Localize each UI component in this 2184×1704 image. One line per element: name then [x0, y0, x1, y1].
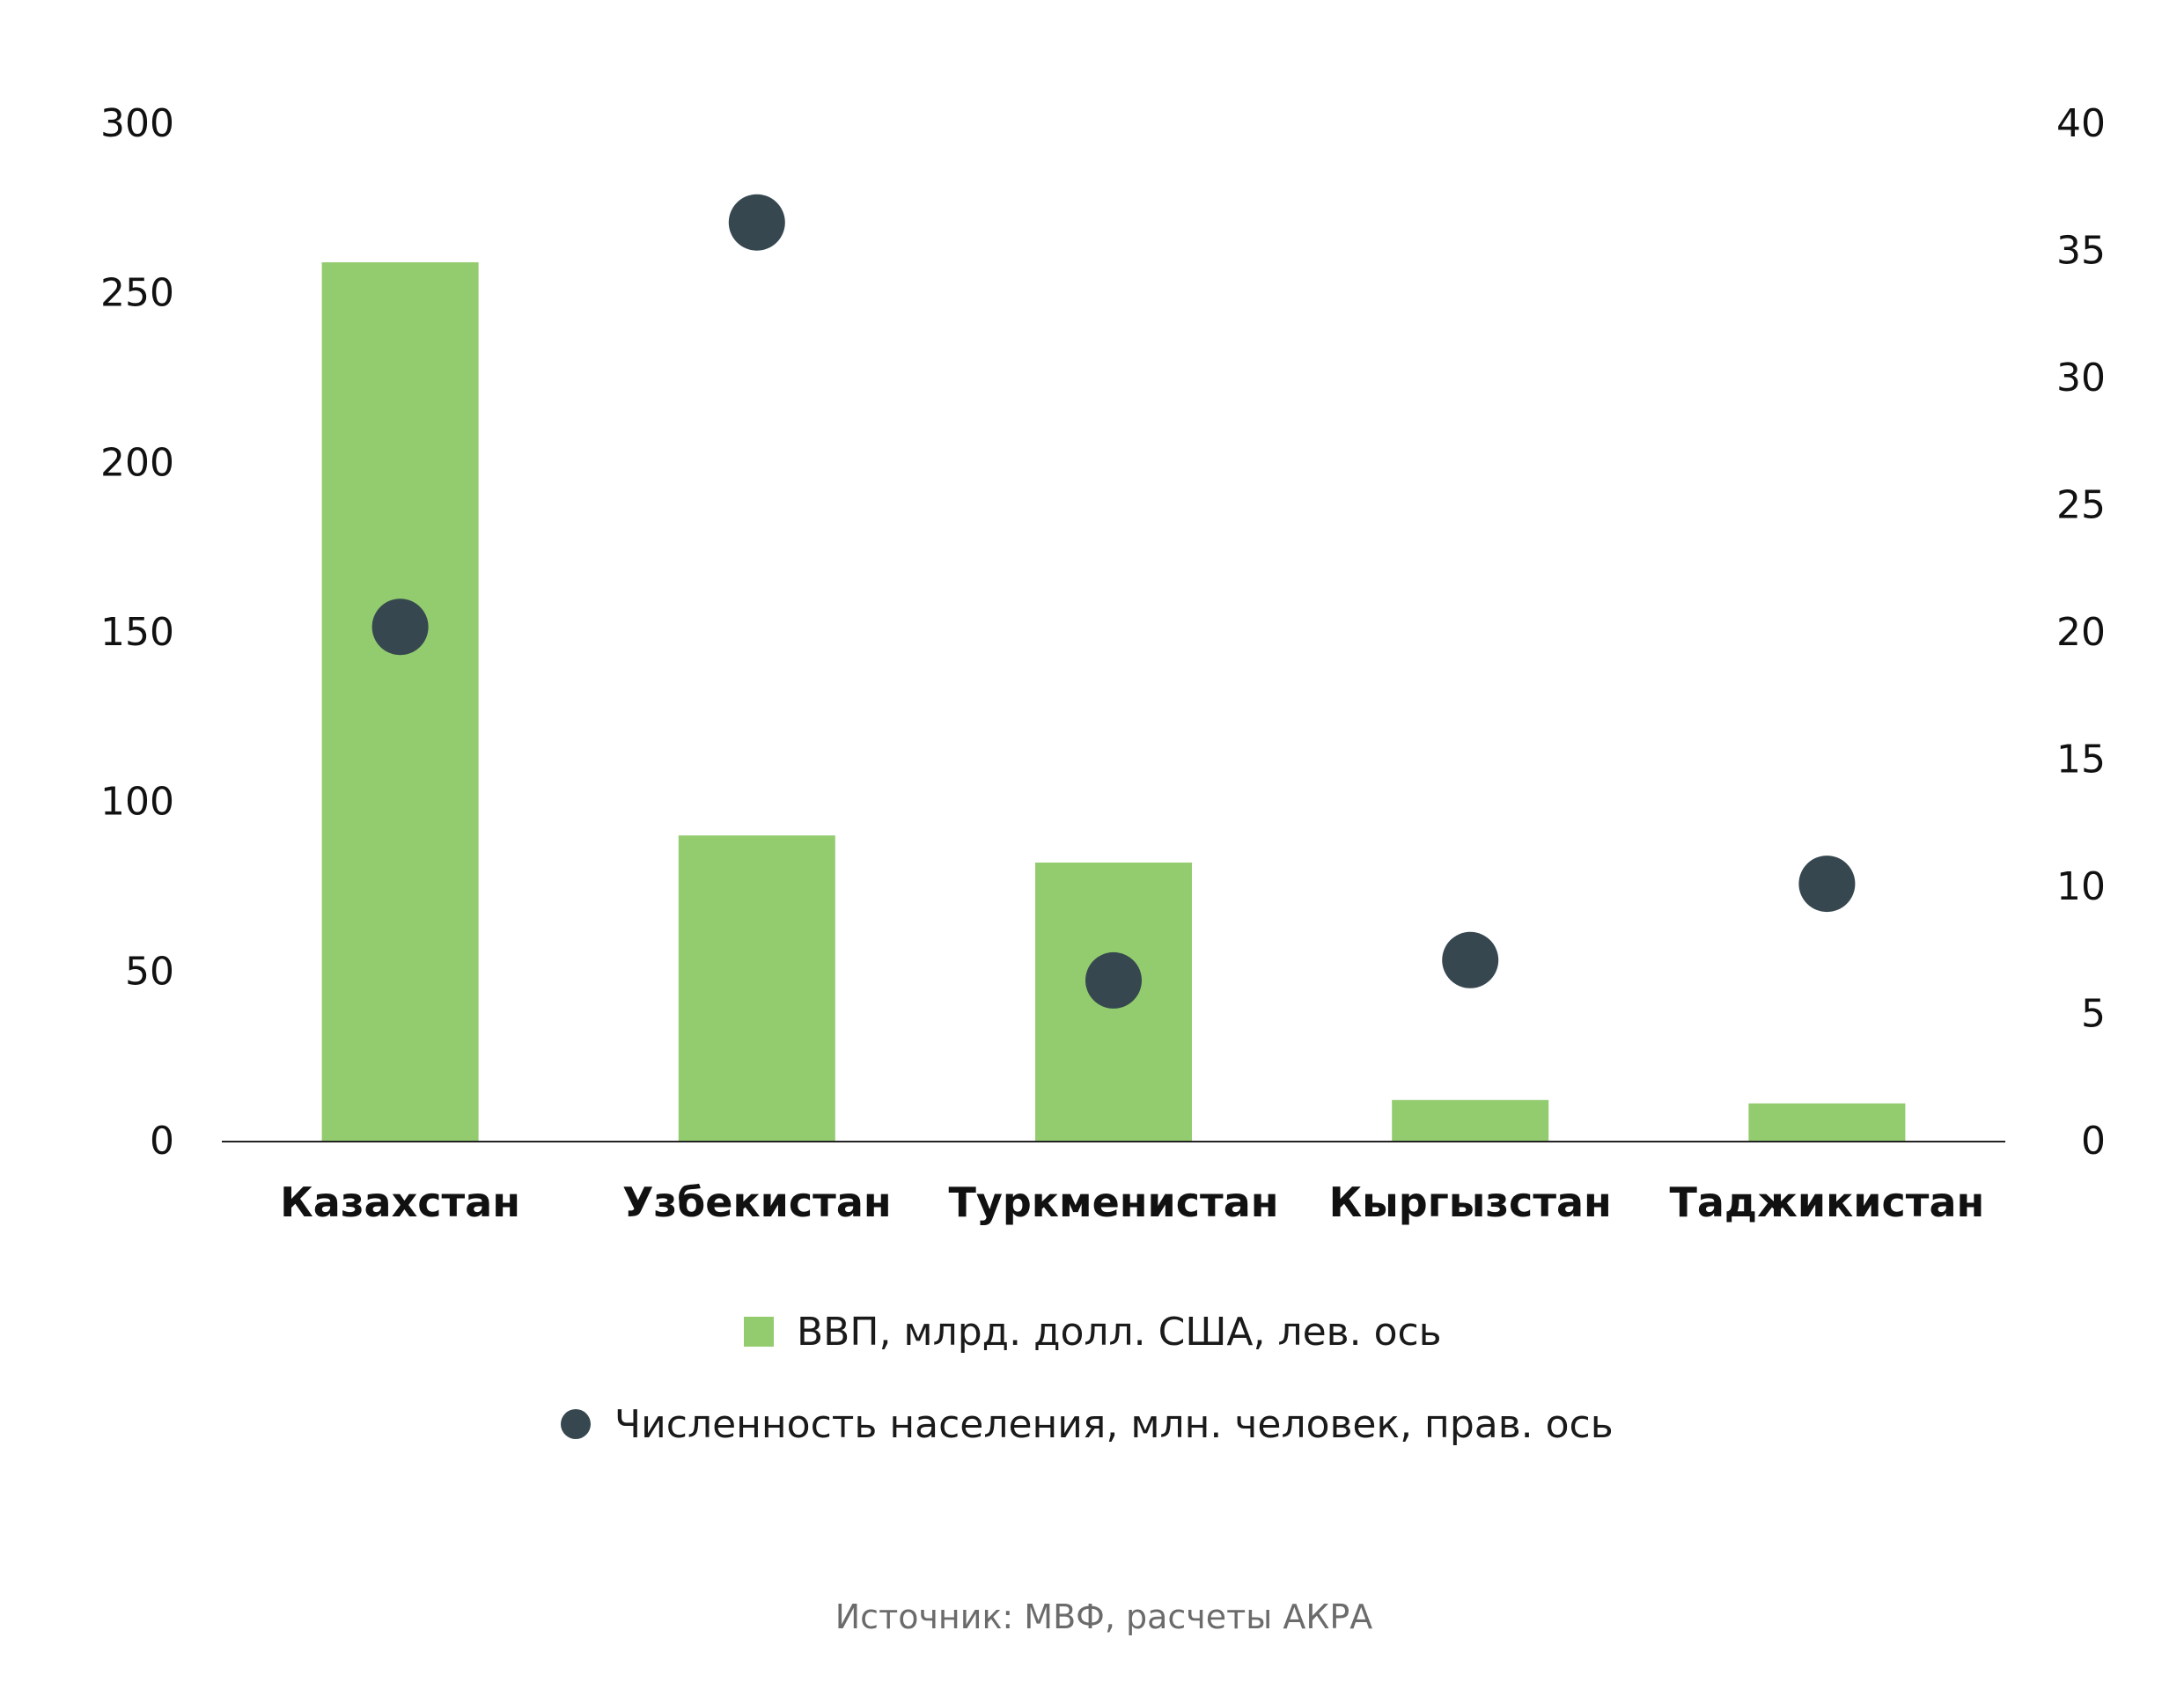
left-tick-label-1: 50: [125, 949, 174, 994]
category-label-4: Таджикистан: [1670, 1179, 1985, 1226]
population-dot-0: [371, 599, 429, 656]
legend-dot-swatch: [561, 1409, 591, 1439]
right-tick-label-5: 25: [2056, 483, 2106, 528]
left-tick-label-2: 100: [100, 780, 174, 825]
right-tick-label-8: 40: [2056, 101, 2106, 146]
bar-1: [678, 835, 835, 1141]
dots-layer: [371, 194, 1856, 1009]
right-axis-ticks: 0 5 10 15 20 25 30 35 40: [2056, 101, 2106, 1164]
population-dot-1: [728, 194, 785, 251]
bar-0: [321, 261, 479, 1141]
left-axis-ticks: 0 50 100 150 200 250 300: [100, 101, 174, 1164]
legend: ВВП, млрд. долл. США, лев. ось Численнос…: [561, 1310, 1614, 1447]
right-tick-label-1: 5: [2081, 992, 2106, 1037]
bar-3: [1392, 1099, 1549, 1141]
bars-layer: [321, 261, 1906, 1141]
source-note: Источник: МВФ, расчеты АКРА: [835, 1598, 1373, 1636]
population-dot-3: [1442, 931, 1499, 988]
category-label-3: Кыргызстан: [1329, 1179, 1612, 1226]
right-tick-label-0: 0: [2081, 1119, 2106, 1164]
left-tick-label-5: 250: [100, 271, 174, 316]
population-dot-4: [1798, 856, 1856, 913]
bar-4: [1748, 1103, 1906, 1141]
left-tick-label-3: 150: [100, 610, 174, 655]
category-label-1: Узбекистан: [622, 1179, 892, 1226]
category-label-0: Казахстан: [280, 1179, 520, 1226]
right-tick-label-3: 15: [2056, 738, 2106, 782]
category-labels: Казахстан Узбекистан Туркменистан Кыргызста…: [280, 1179, 1984, 1226]
legend-bar-swatch: [744, 1317, 774, 1347]
legend-dot-label: Численность населения, млн. человек, пра…: [614, 1402, 1614, 1447]
category-label-2: Туркменистан: [948, 1179, 1278, 1226]
legend-bar-label: ВВП, млрд. долл. США, лев. ось: [797, 1310, 1442, 1355]
right-tick-label-2: 10: [2056, 864, 2106, 909]
population-dot-2: [1085, 951, 1142, 1009]
right-tick-label-7: 35: [2056, 229, 2106, 274]
left-tick-label-6: 300: [100, 101, 174, 146]
left-tick-label-4: 200: [100, 440, 174, 485]
right-tick-label-4: 20: [2056, 610, 2106, 655]
left-tick-label-0: 0: [150, 1119, 174, 1164]
right-tick-label-6: 30: [2056, 356, 2106, 400]
